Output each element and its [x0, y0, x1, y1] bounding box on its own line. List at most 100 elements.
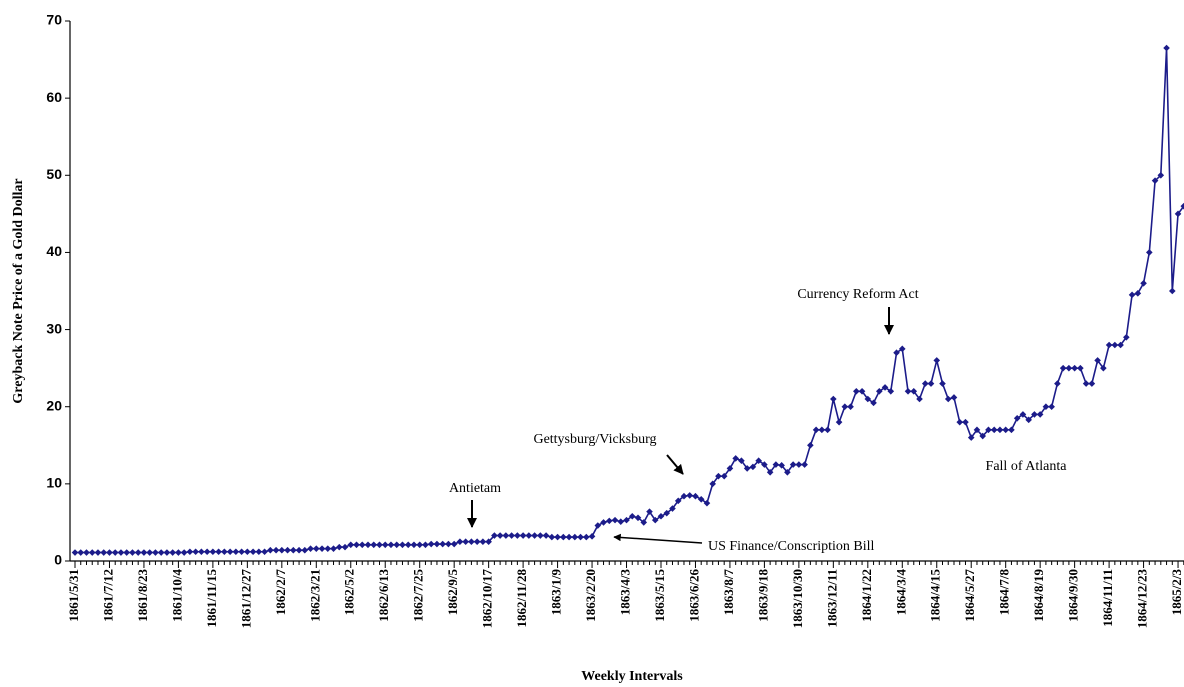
data-point — [117, 549, 125, 556]
data-point — [916, 395, 923, 403]
data-point — [433, 540, 441, 548]
data-point — [542, 532, 550, 539]
x-tick-label: 1862/6/13 — [376, 569, 391, 622]
x-tick-label: 1864/4/15 — [928, 569, 943, 622]
data-point — [996, 426, 1004, 434]
data-point — [1105, 341, 1113, 349]
data-point — [611, 516, 619, 524]
data-point — [1013, 414, 1021, 422]
data-point — [422, 541, 429, 549]
data-point — [192, 548, 199, 556]
data-point — [169, 549, 176, 556]
x-tick-label: 1864/11/11 — [1100, 569, 1115, 627]
data-point — [307, 545, 314, 552]
x-tick-label: 1863/1/9 — [549, 569, 564, 616]
data-point — [502, 532, 510, 539]
data-point — [221, 548, 228, 556]
y-tick-label: 30 — [46, 320, 62, 336]
x-tick-label: 1864/3/4 — [893, 569, 908, 616]
x-tick-label: 1862/9/5 — [445, 569, 460, 616]
data-point — [404, 541, 412, 549]
data-point — [715, 472, 722, 480]
data-point — [904, 387, 912, 395]
data-point — [600, 519, 607, 526]
x-tick-label: 1864/12/23 — [1135, 569, 1150, 629]
data-point — [657, 512, 665, 520]
data-point — [617, 518, 625, 525]
data-point — [519, 532, 527, 539]
data-point — [795, 461, 803, 468]
data-point — [807, 441, 814, 449]
data-point — [491, 532, 498, 539]
y-tick-label: 0 — [54, 552, 62, 568]
data-point — [910, 387, 918, 395]
data-point — [129, 549, 136, 556]
data-point — [462, 538, 469, 546]
x-tick-label: 1862/11/28 — [514, 569, 529, 628]
data-point — [353, 541, 360, 549]
x-tick-label: 1865/2/3 — [1169, 569, 1184, 616]
data-point — [1134, 290, 1142, 297]
data-point — [358, 541, 366, 549]
data-point — [1059, 364, 1067, 372]
data-point — [634, 514, 642, 522]
x-tick-label: 1864/8/19 — [1031, 569, 1046, 622]
data-point — [921, 380, 929, 387]
annotation: Antietam — [449, 481, 501, 496]
data-point — [766, 468, 774, 476]
data-point — [376, 541, 383, 549]
x-tick-label: 1864/1/22 — [859, 569, 874, 622]
data-point — [927, 380, 935, 387]
x-tick-label: 1863/12/11 — [824, 569, 839, 628]
y-tick-label: 20 — [46, 397, 62, 413]
data-point — [755, 457, 762, 465]
data-point — [738, 457, 745, 465]
data-point — [232, 548, 240, 556]
data-point — [979, 432, 987, 440]
arrow — [613, 533, 703, 544]
data-point — [985, 426, 992, 434]
data-point — [134, 549, 142, 556]
x-tick-label: 1861/12/27 — [238, 569, 253, 629]
data-point — [456, 538, 464, 546]
data-point — [1054, 380, 1061, 387]
x-tick-label: 1861/5/31 — [66, 569, 81, 622]
y-tick-label: 40 — [46, 243, 62, 259]
data-point — [743, 465, 751, 472]
data-point — [835, 418, 843, 426]
data-point — [88, 549, 96, 556]
data-point — [628, 512, 636, 520]
data-point — [663, 509, 671, 517]
data-point — [439, 540, 446, 548]
data-point — [445, 540, 452, 548]
data-point — [853, 387, 860, 395]
y-tick-label: 60 — [46, 89, 62, 105]
data-point — [381, 541, 389, 549]
data-point — [749, 463, 757, 471]
data-point — [778, 462, 785, 469]
data-point — [215, 548, 222, 556]
data-point — [123, 549, 131, 556]
data-point — [893, 349, 900, 357]
data-point — [864, 395, 872, 403]
data-point — [479, 538, 487, 546]
data-point — [284, 546, 291, 554]
data-point — [163, 549, 171, 556]
data-point — [278, 546, 286, 554]
data-point — [77, 549, 85, 556]
data-point — [1094, 357, 1101, 364]
data-point — [238, 548, 245, 556]
data-point — [784, 468, 791, 476]
data-point — [537, 532, 544, 539]
data-point — [577, 533, 584, 541]
data-point — [468, 538, 475, 546]
series-line — [75, 47, 1184, 554]
x-tick-label: 1862/7/25 — [411, 569, 426, 622]
data-point — [967, 434, 975, 441]
x-tick-label: 1862/10/17 — [480, 569, 495, 629]
data-point — [594, 522, 602, 529]
data-point — [1100, 364, 1107, 372]
annotation: Gettysburg/Vicksburg — [533, 432, 656, 447]
data-point — [94, 549, 102, 556]
data-point — [1140, 279, 1147, 287]
